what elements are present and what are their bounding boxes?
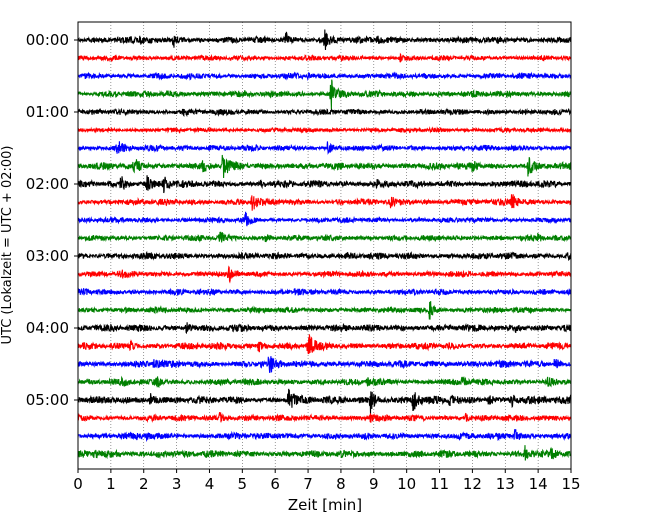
- trace-0230: [77, 211, 572, 227]
- x-tick-label: 11: [430, 475, 449, 493]
- x-tick-label: 3: [172, 475, 182, 493]
- x-tick-label: 0: [73, 475, 83, 493]
- x-tick-label: 7: [303, 475, 313, 493]
- x-tick-label: 2: [139, 475, 149, 493]
- x-tick-label: 5: [238, 475, 248, 493]
- x-tick-label: 9: [369, 475, 379, 493]
- trace-0415: [77, 334, 572, 355]
- trace-0045: [77, 79, 572, 110]
- y-axis-label: UTC (Lokalzeit = UTC + 02:00): [0, 146, 15, 345]
- trace-0330: [77, 287, 572, 297]
- trace-0515: [77, 412, 572, 423]
- x-tick-label: 14: [529, 475, 548, 493]
- trace-0315: [77, 265, 572, 284]
- y-axis-ticks: 00:00 01:00 02:00 03:00 04:00 05:00: [26, 31, 78, 409]
- x-tick-label: 12: [463, 475, 482, 493]
- trace-0000: [77, 29, 572, 51]
- trace-0400: [77, 322, 572, 335]
- trace-0500: [77, 388, 572, 415]
- trace-0530: [77, 428, 572, 443]
- plot-frame: [77, 21, 572, 470]
- trace-0115: [77, 126, 572, 134]
- y-tick-label: 01:00: [26, 103, 69, 121]
- trace-0430: [77, 356, 572, 373]
- trace-0015: [77, 52, 572, 63]
- grid-lines: [110, 22, 539, 469]
- trace-0545: [77, 445, 572, 461]
- trace-0200: [77, 175, 572, 194]
- x-axis-ticks: 0 1 2 3 4 5 6 7 8 9 10 11 12 13 14 15: [73, 469, 581, 493]
- trace-0100: [77, 107, 572, 118]
- trace-0215: [77, 194, 572, 211]
- x-tick-label: 10: [397, 475, 416, 493]
- y-tick-label: 00:00: [26, 31, 69, 49]
- y-tick-label: 02:00: [26, 175, 69, 193]
- x-tick-label: 4: [205, 475, 215, 493]
- y-tick-label: 05:00: [26, 391, 69, 409]
- x-tick-label: 13: [496, 475, 515, 493]
- trace-0300: [77, 250, 572, 262]
- trace-0345: [77, 301, 572, 320]
- trace-0245: [77, 231, 572, 243]
- trace-0130: [77, 141, 572, 155]
- y-tick-label: 04:00: [26, 319, 69, 337]
- x-axis-label: Zeit [min]: [288, 496, 362, 514]
- x-tick-label: 8: [336, 475, 346, 493]
- trace-layer: [77, 29, 572, 461]
- x-tick-label: 15: [561, 475, 580, 493]
- trace-0445: [77, 375, 572, 389]
- y-tick-label: 03:00: [26, 247, 69, 265]
- trace-0145: [77, 154, 572, 179]
- x-tick-label: 6: [270, 475, 280, 493]
- x-tick-label: 1: [106, 475, 116, 493]
- trace-0030: [77, 71, 572, 82]
